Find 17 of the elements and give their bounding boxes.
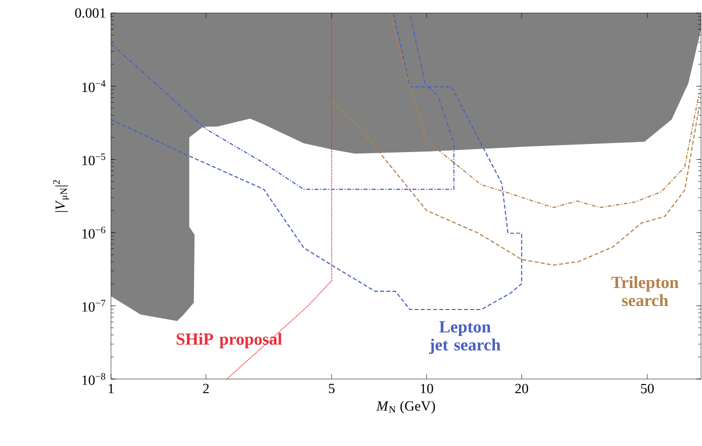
x-tick-label: 10: [420, 384, 434, 394]
x-tick-label: 2: [203, 384, 209, 394]
x-tick-label: 5: [328, 384, 335, 394]
y-tick-label: 10$^{−7}$: [82, 300, 106, 312]
y-axis-title: |V$_{μN}$|$^{2}$: [53, 180, 70, 212]
y-tick-label: 10$^{−4}$: [82, 80, 106, 92]
series-label: SHiP proposal: [176, 332, 282, 348]
y-tick-label: 0.001: [75, 8, 106, 18]
text: Trilepton search: [611, 276, 679, 306]
x-tick-label: 1: [108, 384, 114, 394]
text: Lepton jet search: [429, 321, 500, 354]
x-tick-label: 50: [641, 384, 654, 394]
x-axis-title: M$_{N}$ (GeV): [376, 400, 435, 414]
y-tick-label: 10$^{−5}$: [82, 154, 106, 166]
x-tick-label: 20: [515, 384, 528, 394]
y-tick-label: 10$^{−8}$: [82, 373, 106, 385]
y-tick-label: 10$^{−6}$: [82, 226, 106, 239]
